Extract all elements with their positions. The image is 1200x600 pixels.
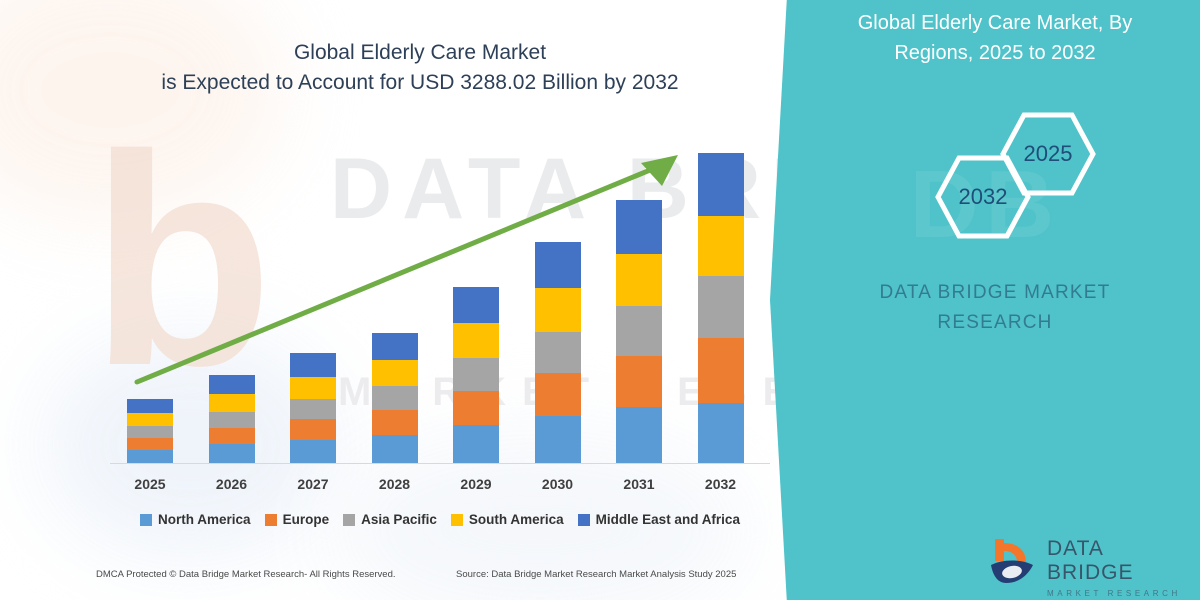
- bar-segment: [208, 412, 255, 428]
- panel-title: Global Elderly Care Market, By Regions, …: [857, 12, 1133, 64]
- bar-segment: [453, 323, 499, 358]
- growth-arrow-icon: [134, 155, 678, 385]
- bar-segment: [616, 200, 662, 254]
- bar-segment: [290, 440, 336, 463]
- bar-segment: [697, 153, 744, 216]
- bar-segment: [290, 399, 336, 419]
- bar-segment: [371, 386, 418, 410]
- bar-segment: [453, 287, 499, 323]
- stacked-bar-chart: 2025 2026 2027 2028 2029 2030 2031 2032: [110, 153, 770, 492]
- bar-segment: [290, 353, 336, 377]
- logo-name: DATA BRIDGE: [1047, 537, 1134, 584]
- logo-text: DATA BRIDGE MARKET RESEARCH: [1047, 537, 1185, 598]
- legend-item[interactable]: Europe: [264, 512, 330, 527]
- bar-segment: [290, 419, 336, 440]
- hexagon-2025-label: 2025: [1023, 141, 1073, 166]
- headline-line-1: Global Elderly Care Market: [293, 41, 547, 64]
- bar-segment: [616, 306, 662, 356]
- bar-segment: [371, 410, 418, 435]
- bar-segment: [290, 377, 336, 399]
- bar-segment: [616, 254, 662, 306]
- legend-item[interactable]: Asia Pacific: [343, 512, 437, 527]
- bar-segment: [697, 403, 744, 463]
- panel-brand-text: DATA BRIDGE MARKET RESEARCH: [879, 282, 1111, 333]
- bar-segment: [534, 416, 581, 463]
- legend-label: Europe: [282, 512, 330, 527]
- bar-segment: [208, 375, 255, 394]
- legend-label: South America: [468, 512, 564, 527]
- x-axis-label-2032: 2032: [704, 476, 737, 492]
- bar-segment: [616, 356, 662, 407]
- footer-source: Source: Data Bridge Market Research Mark…: [456, 569, 737, 580]
- bar-segment: [127, 413, 173, 426]
- bar-segment: [127, 426, 173, 438]
- legend-item[interactable]: Middle East and Africa: [577, 512, 740, 527]
- x-axis-label-2028: 2028: [378, 476, 411, 492]
- legend-swatch-icon: [140, 513, 153, 526]
- x-axis-label-2025: 2025: [134, 476, 166, 492]
- x-axis-label-2029: 2029: [460, 476, 492, 492]
- bar-2025[interactable]: [127, 399, 173, 463]
- x-axis-label-2026: 2026: [215, 476, 248, 492]
- hexagon-2032-label: 2032: [958, 184, 1008, 209]
- bar-segment: [208, 444, 255, 463]
- bar-segment: [697, 338, 744, 403]
- chart-legend: North America Europe Asia Pacific South Ame…: [110, 512, 770, 527]
- bar-2032[interactable]: [697, 153, 744, 463]
- legend-label: Asia Pacific: [361, 512, 437, 527]
- legend-swatch-icon: [264, 513, 277, 526]
- bar-segment: [616, 407, 662, 463]
- x-axis-label-2027: 2027: [297, 476, 329, 492]
- page-title: Global Elderly Care Market is Expected t…: [110, 38, 730, 98]
- bar-segment: [208, 394, 255, 412]
- bar-segment: [534, 373, 581, 416]
- bar-segment: [371, 333, 418, 360]
- x-axis-label-2031: 2031: [623, 476, 655, 492]
- hexagon-2025: 2025: [1000, 112, 1096, 196]
- bar-segment: [127, 438, 173, 450]
- logo-tagline: MARKET RESEARCH: [1047, 589, 1181, 598]
- x-axis-line: [110, 463, 770, 464]
- bar-segment: [697, 276, 744, 338]
- legend-swatch-icon: [450, 513, 463, 526]
- bar-segment: [371, 435, 418, 463]
- bar-2027[interactable]: [290, 353, 336, 463]
- legend-item[interactable]: South America: [450, 512, 564, 527]
- bar-segment: [208, 428, 255, 444]
- brand-logo: DATA BRIDGE MARKET RESEARCH: [985, 533, 1185, 598]
- bar-segment: [127, 450, 173, 463]
- bar-segment: [371, 360, 418, 386]
- bar-2028[interactable]: [371, 333, 418, 463]
- bar-segment: [534, 332, 581, 373]
- bar-2030[interactable]: [534, 242, 581, 463]
- bar-segment: [453, 391, 499, 425]
- right-panel: DB Global Elderly Care Market, By Region…: [770, 0, 1200, 600]
- data-bridge-logo-icon: [991, 539, 1033, 583]
- bar-segment: [697, 216, 744, 276]
- bar-2026[interactable]: [208, 375, 255, 463]
- legend-label: North America: [158, 512, 251, 527]
- bar-2031[interactable]: [616, 200, 662, 463]
- bar-segment: [453, 425, 499, 463]
- headline-line-2: is Expected to Account for USD 3288.02 B…: [161, 71, 679, 94]
- footer-copyright: DMCA Protected © Data Bridge Market Rese…: [96, 569, 396, 580]
- bar-segment: [534, 288, 581, 332]
- bar-segment: [127, 399, 173, 413]
- legend-swatch-icon: [577, 513, 590, 526]
- legend-label: Middle East and Africa: [595, 512, 740, 527]
- bar-segment: [534, 242, 581, 288]
- bar-2029[interactable]: [453, 287, 499, 463]
- legend-swatch-icon: [343, 513, 356, 526]
- x-axis-label-2030: 2030: [541, 476, 574, 492]
- legend-item[interactable]: North America: [140, 512, 251, 527]
- bar-segment: [453, 358, 499, 391]
